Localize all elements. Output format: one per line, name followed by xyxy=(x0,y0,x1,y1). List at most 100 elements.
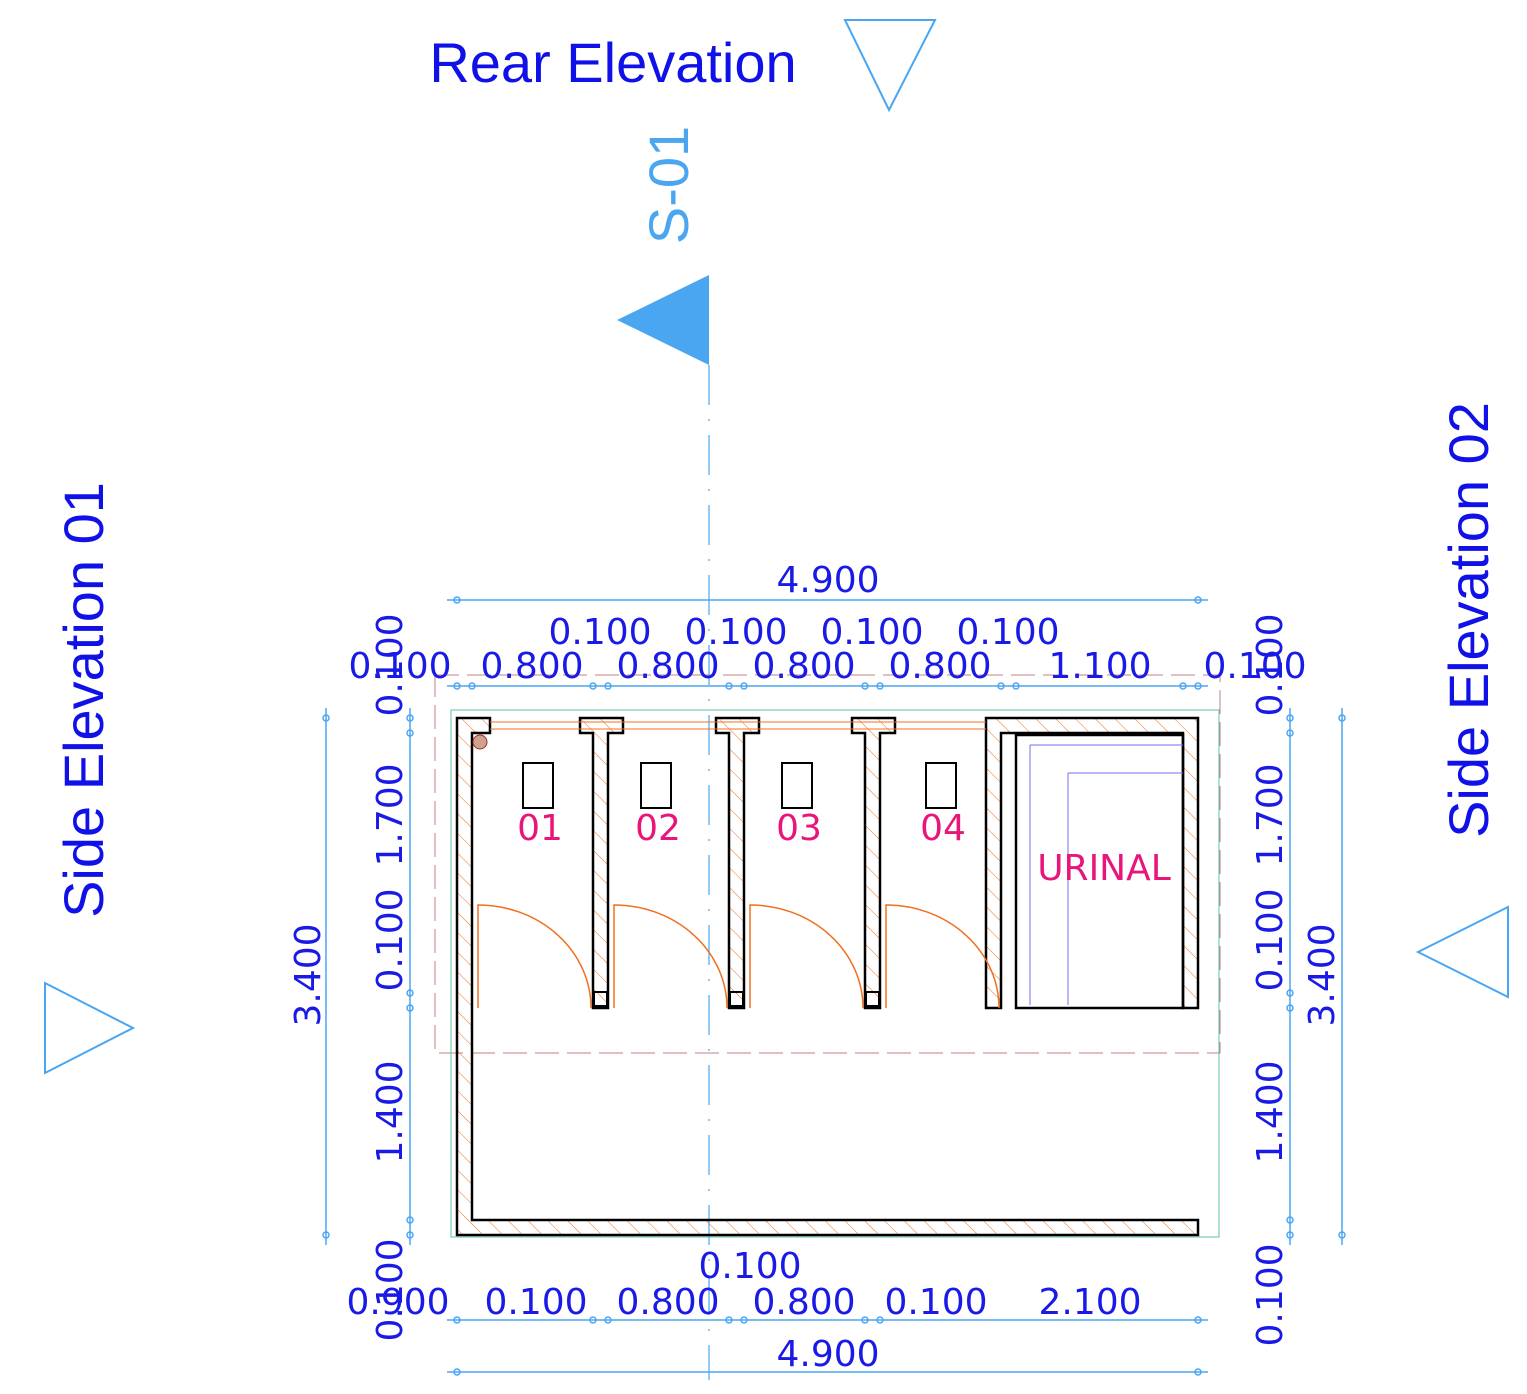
partition xyxy=(850,716,897,1010)
dim-tick xyxy=(589,682,597,690)
dim-tick xyxy=(453,1368,461,1376)
side-elevation-02: Side Elevation 02 xyxy=(1437,402,1500,838)
dim-tick xyxy=(1194,596,1202,604)
dim-tick xyxy=(406,729,414,737)
dim-label: 0.100 xyxy=(1203,646,1306,687)
dim-tick xyxy=(1012,682,1020,690)
dim-label: 0.800 xyxy=(616,1282,719,1323)
dim-tick xyxy=(453,682,461,690)
dim-label: 1.400 xyxy=(370,1060,411,1163)
partition-end xyxy=(729,991,744,1007)
column xyxy=(472,734,488,750)
dim-label: 3.400 xyxy=(1302,923,1343,1026)
dim-label: 4.900 xyxy=(776,1334,879,1375)
dim-tick xyxy=(406,989,414,997)
door xyxy=(477,904,592,1009)
dim-label: 0.100 xyxy=(684,612,787,653)
dim-tick xyxy=(322,1231,330,1239)
dim-tick xyxy=(1286,1004,1294,1012)
side-elevation-01: Side Elevation 01 xyxy=(52,482,115,918)
dim-tick xyxy=(876,1316,884,1324)
dim-tick xyxy=(1194,682,1202,690)
toilet xyxy=(781,762,813,809)
dim-label: 4.900 xyxy=(776,560,879,601)
dim-label: 0.100 xyxy=(1250,613,1291,716)
door xyxy=(613,904,728,1009)
dim-tick xyxy=(406,1004,414,1012)
section-marker xyxy=(617,275,709,365)
dim-tick xyxy=(1286,1216,1294,1224)
dim-tick xyxy=(1194,1368,1202,1376)
dim-tick xyxy=(406,1231,414,1239)
dim-label: 0.100 xyxy=(698,1246,801,1287)
rear-elevation: Rear Elevation xyxy=(429,31,796,94)
dim-label: 0.100 xyxy=(348,646,451,687)
dim-label: 0.100 xyxy=(370,613,411,716)
marker xyxy=(1415,905,1509,999)
partition-end xyxy=(593,991,608,1007)
dim-label: 0.100 xyxy=(548,612,651,653)
door xyxy=(749,904,864,1009)
dim-tick xyxy=(1286,714,1294,722)
dim-tick xyxy=(861,1316,869,1324)
dim-tick xyxy=(997,682,1005,690)
partition xyxy=(578,716,625,1010)
dim-tick xyxy=(453,1316,461,1324)
dim-label: 2.100 xyxy=(1038,1282,1141,1323)
wall xyxy=(984,716,1200,1010)
dim-tick xyxy=(1194,1316,1202,1324)
dim-tick xyxy=(861,682,869,690)
dim-label: 0.800 xyxy=(752,1282,855,1323)
dim-label: 0.100 xyxy=(884,1282,987,1323)
toilet xyxy=(925,762,957,809)
dim-label: 0.100 xyxy=(370,888,411,991)
dim-tick xyxy=(453,596,461,604)
fixture xyxy=(1029,744,1183,1005)
room-label: 01 xyxy=(517,808,563,849)
dim-tick xyxy=(740,682,748,690)
dim-tick xyxy=(406,714,414,722)
dim-tick xyxy=(725,682,733,690)
toilet xyxy=(522,762,554,809)
dim-label: 0.100 xyxy=(820,612,923,653)
dim-tick xyxy=(740,1316,748,1324)
partition xyxy=(714,716,761,1010)
room-label: 02 xyxy=(635,808,681,849)
dim-label: 0.100 xyxy=(1250,1243,1291,1346)
dim-tick xyxy=(1338,714,1346,722)
dim-label: 0.100 xyxy=(956,612,1059,653)
dim-label: 1.700 xyxy=(1250,763,1291,866)
dim-label: 0.800 xyxy=(616,646,719,687)
dim-tick xyxy=(468,682,476,690)
dim-label: 1.100 xyxy=(1048,646,1151,687)
dim-tick xyxy=(604,1316,612,1324)
dim-tick xyxy=(322,714,330,722)
urinal-room xyxy=(1014,733,1185,1010)
dim-tick xyxy=(876,682,884,690)
partition-end xyxy=(865,991,880,1007)
plan: 01 02 03 04 URINAL xyxy=(434,674,1221,1238)
dim-tick xyxy=(1286,989,1294,997)
door xyxy=(885,904,1000,1009)
dim-label: 3.400 xyxy=(288,923,329,1026)
dim-label: 0.800 xyxy=(888,646,991,687)
section-label: S-01 xyxy=(637,126,700,244)
dim-label: 0.100 xyxy=(1250,888,1291,991)
toilet xyxy=(640,762,672,809)
dim-label: 1.400 xyxy=(1250,1060,1291,1163)
dim-label: 0.900 xyxy=(346,1282,449,1323)
dim-tick xyxy=(589,1316,597,1324)
outline xyxy=(434,674,1221,1054)
dim-label: 0.100 xyxy=(484,1282,587,1323)
dim-tick xyxy=(1286,1231,1294,1239)
marker xyxy=(843,19,937,113)
dim-label: 0.800 xyxy=(480,646,583,687)
room-label: URINAL xyxy=(1037,848,1171,889)
outline xyxy=(450,709,1220,1238)
dim-tick xyxy=(725,1316,733,1324)
room-label: 04 xyxy=(920,808,966,849)
dim-label: 0.100 xyxy=(370,1238,411,1341)
marker xyxy=(44,981,136,1075)
dim-label: 1.700 xyxy=(370,763,411,866)
